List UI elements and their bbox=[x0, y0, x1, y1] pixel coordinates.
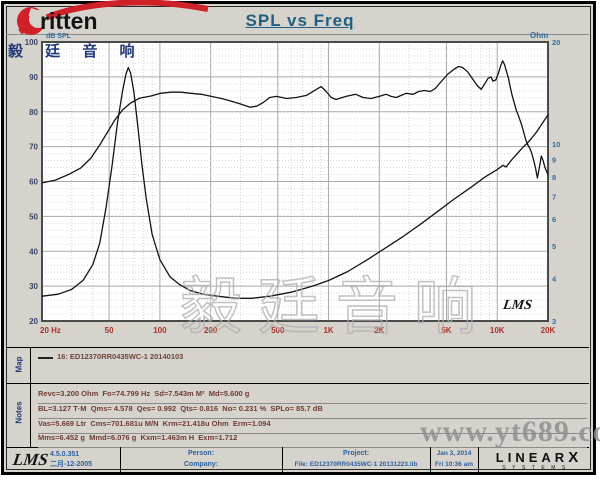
svg-text:500: 500 bbox=[271, 326, 285, 335]
notes-parameters-line: Mms=6.452 g Mmd=6.076 g Kxm=1.463m H Exm… bbox=[38, 433, 587, 448]
map-section-label: Map bbox=[14, 356, 24, 373]
svg-text:5: 5 bbox=[552, 242, 556, 251]
chinese-watermark: 毅廷音响 bbox=[179, 272, 493, 343]
website-watermark: www.yt689.com bbox=[420, 415, 600, 448]
window-inner-frame bbox=[6, 6, 591, 470]
linearx-logo: LINEARX SYSTEMS bbox=[484, 449, 590, 471]
file-name: File: ED12370RR0435WC-1 20131223.lib bbox=[294, 461, 418, 468]
project-label: Project: bbox=[342, 450, 370, 457]
report-time: Fri 10:36 am bbox=[435, 461, 473, 468]
linearx-wordmark: LINEARX bbox=[495, 449, 579, 466]
svg-text:6: 6 bbox=[552, 215, 556, 224]
svg-text:20: 20 bbox=[29, 317, 38, 326]
page-title: SPL vs Freq bbox=[245, 11, 355, 30]
label-column-divider bbox=[30, 347, 31, 447]
svg-text:9: 9 bbox=[552, 155, 556, 164]
person-label: Person: bbox=[187, 450, 215, 457]
svg-text:70: 70 bbox=[29, 143, 38, 152]
svg-text:2K: 2K bbox=[374, 326, 384, 335]
notes-parameters-line: BL=3.127 T·M Qms= 4.578 Qes= 0.992 Qts= … bbox=[38, 404, 587, 419]
report-date: Jan 3, 2014 bbox=[436, 450, 472, 457]
eritten-logo-swoosh-icon bbox=[17, 0, 209, 35]
map-row-top-border bbox=[6, 347, 589, 348]
brand-wordmark: ritten bbox=[40, 8, 98, 34]
person-company-cell: Person: Company: bbox=[120, 448, 282, 473]
brand-chinese-name: 毅 廷 音 响 bbox=[8, 43, 144, 60]
linearx-systems-sub: SYSTEMS bbox=[502, 465, 572, 471]
notes-row-top-border bbox=[6, 383, 589, 384]
svg-text:100: 100 bbox=[153, 326, 167, 335]
svg-text:50: 50 bbox=[105, 326, 114, 335]
lms-version: 4.5.0.351 bbox=[50, 451, 80, 458]
legend-entry: 16: ED12370RR0435WC-1 20140103 bbox=[57, 352, 184, 361]
lms-logo-in-plot: LMS bbox=[502, 298, 533, 313]
footer-divider bbox=[430, 447, 431, 473]
project-file-cell: Project: File: ED12370RR0435WC-1 2013122… bbox=[282, 448, 430, 473]
svg-text:7: 7 bbox=[552, 192, 556, 201]
svg-text:90: 90 bbox=[29, 73, 38, 82]
notes-section-label: Notes bbox=[14, 401, 24, 424]
svg-text:5K: 5K bbox=[441, 326, 451, 335]
svg-text:60: 60 bbox=[29, 178, 38, 187]
footer-divider bbox=[478, 447, 479, 473]
svg-text:30: 30 bbox=[29, 282, 38, 291]
svg-text:80: 80 bbox=[29, 108, 38, 117]
svg-text:3: 3 bbox=[552, 317, 556, 326]
lms-version-date: 二月-12-2005 bbox=[50, 461, 93, 468]
svg-text:40: 40 bbox=[29, 247, 38, 256]
notes-parameters-line: Revc=3.200 Ohm Fo=74.799 Hz Sd=7.543m M²… bbox=[38, 389, 587, 404]
svg-text:10K: 10K bbox=[490, 326, 505, 335]
svg-text:20 Hz: 20 Hz bbox=[40, 326, 61, 335]
footer-divider bbox=[282, 447, 283, 473]
svg-text:8: 8 bbox=[552, 173, 556, 182]
svg-text:50: 50 bbox=[29, 212, 38, 221]
svg-text:100: 100 bbox=[25, 38, 39, 47]
svg-text:20K: 20K bbox=[541, 326, 556, 335]
notes-parameters-line: Vas=5.669 Ltr Cms=701.681u M/N Krm=21.41… bbox=[38, 419, 587, 434]
svg-text:10: 10 bbox=[552, 140, 560, 149]
svg-text:1K: 1K bbox=[323, 326, 333, 335]
datetime-cell: Jan 3, 2014 Fri 10:36 am bbox=[430, 448, 478, 473]
left-axis-unit-label: dB SPL bbox=[46, 33, 71, 40]
lms-version-block: 4.5.0.351 二月-12-2005 bbox=[50, 450, 92, 470]
legend-line-sample bbox=[38, 357, 53, 359]
footer-divider bbox=[120, 447, 121, 473]
svg-text:200: 200 bbox=[204, 326, 218, 335]
svg-text:20: 20 bbox=[552, 38, 560, 47]
title-separator bbox=[6, 34, 589, 35]
company-label: Company: bbox=[183, 461, 219, 468]
svg-text:4: 4 bbox=[552, 275, 557, 284]
right-axis-unit-label: Ohm bbox=[530, 31, 549, 40]
lms-logo-footer: LMS bbox=[11, 450, 50, 469]
